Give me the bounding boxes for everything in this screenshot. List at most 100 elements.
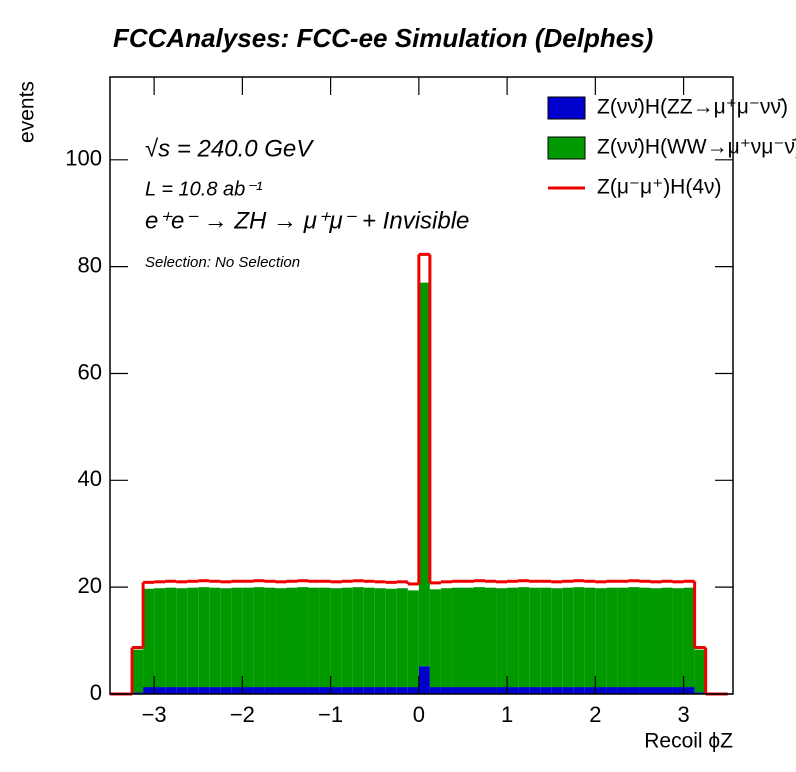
hist-bar — [396, 687, 408, 694]
hist-bar — [143, 687, 155, 694]
hist-bar — [418, 282, 430, 667]
hist-bar — [253, 587, 265, 688]
hist-bar — [507, 687, 519, 694]
hist-bar — [363, 687, 375, 694]
hist-bar — [231, 587, 243, 688]
hist-bar — [440, 588, 452, 688]
chart-title: FCCAnalyses: FCC-ee Simulation (Delphes) — [113, 23, 653, 53]
annotation: Selection: No Selection — [145, 254, 300, 271]
y-tick-label: 60 — [78, 359, 102, 384]
hist-bar — [672, 588, 684, 688]
hist-bar — [352, 587, 364, 688]
hist-bar — [639, 687, 651, 694]
y-tick-label: 20 — [78, 573, 102, 598]
hist-bar — [275, 687, 287, 694]
hist-bar — [341, 587, 353, 688]
hist-bar — [385, 588, 397, 688]
hist-bar — [352, 687, 364, 694]
hist-bar — [253, 687, 265, 694]
hist-bar — [451, 687, 463, 694]
hist-bar — [242, 587, 254, 688]
plot-frame — [109, 76, 734, 695]
legend-swatch — [547, 96, 586, 120]
hist-bar — [595, 687, 607, 694]
hist-bar — [683, 687, 695, 694]
hist-bar — [661, 687, 673, 694]
hist-bar — [694, 692, 706, 694]
hist-bar — [562, 587, 574, 688]
hist-bar — [628, 587, 640, 688]
hist-bar — [474, 687, 486, 694]
annotation: √s = 240.0 GeV — [145, 135, 314, 162]
x-tick-label: 3 — [677, 702, 689, 727]
annotation: e⁺e⁻ → ZH → μ⁺μ⁻ + Invisible — [145, 207, 469, 234]
legend: Z(νν̄)H(ZZ→μ⁺μ⁻νν̄) Z(νν̄)H(WW→μ⁺νμ⁻ν̄) Z(… — [547, 96, 796, 199]
hist-bar — [418, 666, 430, 694]
hist-bar — [187, 687, 199, 694]
y-tick-label: 100 — [65, 146, 102, 171]
hist-bar — [132, 692, 144, 694]
x-tick-label: 1 — [501, 702, 513, 727]
legend-label: Z(νν̄)H(WW→μ⁺νμ⁻ν̄) — [597, 136, 796, 159]
hist-bar — [551, 588, 563, 688]
x-axis-label: Recoil ϕZ — [644, 730, 733, 753]
hist-bar — [617, 587, 629, 688]
hist-bar — [319, 687, 331, 694]
hist-bar — [297, 687, 309, 694]
annotation: L = 10.8 ab⁻¹ — [145, 178, 263, 200]
hist-bar — [562, 687, 574, 694]
hist-bar — [209, 587, 221, 688]
hist-bar — [606, 687, 618, 694]
hist-bar — [584, 587, 596, 688]
hist-bar — [275, 588, 287, 688]
hist-bar — [496, 687, 508, 694]
hist-bar — [617, 687, 629, 694]
hist-bar — [485, 587, 497, 688]
y-tick-label: 0 — [90, 680, 102, 705]
hist-bar — [396, 588, 408, 688]
hist-bar — [462, 687, 475, 694]
x-tick-label: −1 — [318, 702, 343, 727]
hist-bar — [198, 587, 210, 688]
hist-bar — [694, 649, 706, 693]
hist-bar — [374, 588, 386, 688]
hist-bar — [595, 588, 607, 688]
hist-bar — [507, 587, 519, 688]
hist-bar — [264, 587, 276, 688]
hist-bar — [661, 587, 673, 688]
x-tick-label: −2 — [230, 702, 255, 727]
hist-bar — [187, 587, 199, 688]
hist-bar — [650, 588, 662, 688]
hist-bar — [363, 587, 375, 688]
hist-bar — [672, 687, 684, 694]
hist-bar — [176, 588, 188, 688]
hist-bar — [518, 687, 530, 694]
hist-bar — [308, 587, 320, 688]
hist-bar — [606, 587, 618, 688]
x-tick-label: 2 — [589, 702, 601, 727]
hist-bar — [518, 587, 530, 688]
hist-bar — [551, 687, 563, 694]
hist-bar — [683, 587, 695, 688]
hist-bar — [429, 687, 441, 694]
legend-label: Z(μ⁻μ⁺)H(4ν) — [597, 176, 722, 199]
hist-bar — [220, 588, 232, 688]
hist-bar — [584, 687, 596, 694]
hist-bar — [231, 687, 243, 694]
hist-bar — [385, 687, 397, 694]
hist-bar — [407, 590, 419, 688]
legend-label: Z(νν̄)H(ZZ→μ⁺μ⁻νν̄) — [597, 96, 788, 119]
hist-bar — [429, 589, 441, 688]
hist-bar — [198, 687, 210, 694]
y-tick-label: 40 — [78, 466, 102, 491]
hist-bar — [308, 687, 320, 694]
legend-swatch — [547, 136, 586, 160]
hist-bar — [330, 687, 342, 694]
hist-bar — [540, 687, 552, 694]
hist-bar — [154, 588, 166, 688]
hist-bar — [628, 687, 640, 694]
hist-bar — [440, 687, 452, 694]
hist-bar — [474, 587, 486, 688]
hist-bar — [165, 587, 177, 688]
